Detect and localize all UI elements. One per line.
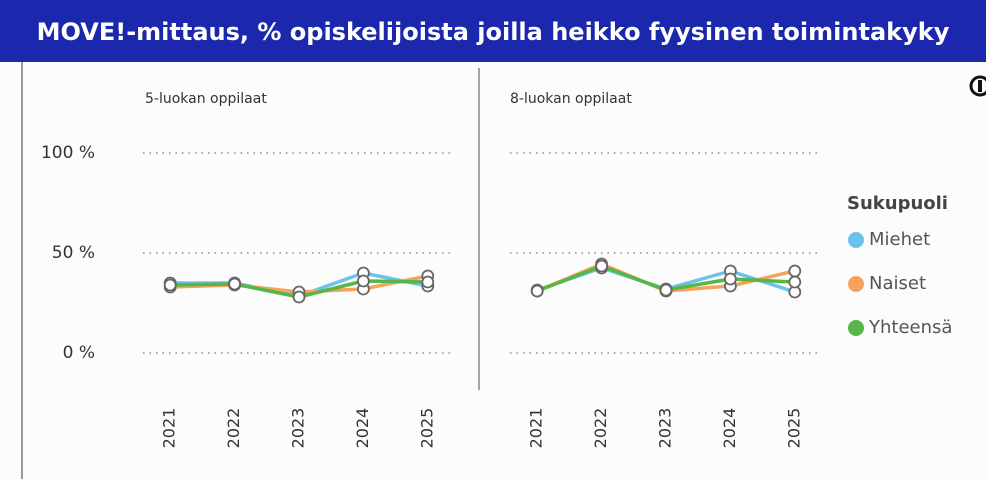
y-tick-label: 50 % [52,243,95,263]
x-tick-label: 2024 [353,408,372,449]
legend-label: Yhteensä [868,317,952,338]
data-point [530,284,544,298]
focus-icon[interactable] [969,75,986,97]
data-point [788,275,802,289]
x-tick-label: 2023 [656,408,675,449]
x-tick-label: 2025 [784,408,803,449]
header-bar [0,0,986,62]
data-point [292,290,306,304]
x-tick-label: 2023 [289,408,308,449]
data-point [788,264,802,278]
x-tick-label: 2025 [417,408,436,449]
legend-label: Miehet [869,229,930,250]
legend-label: Naiset [869,273,926,294]
legend-swatch [848,276,864,292]
focus-icon-bar [978,80,982,92]
x-tick-label: 2024 [720,408,739,449]
header-title: MOVE!-mittaus, % opiskelijoista joilla h… [37,18,950,46]
panel-subtitle: 5-luokan oppilaat [145,91,267,107]
data-point [163,278,177,292]
legend-title: Sukupuoli [847,193,948,214]
x-tick-label: 2022 [591,408,610,449]
x-tick-label: 2022 [224,408,243,449]
data-point [421,275,435,289]
data-point [228,277,242,291]
data-point [659,283,673,297]
data-point [724,272,737,286]
x-tick-label: 2021 [527,408,546,449]
data-point [595,259,608,273]
legend-swatch [848,232,864,248]
x-tick-label: 2021 [160,408,179,449]
y-tick-label: 100 % [41,143,95,163]
legend-swatch [848,320,864,336]
data-point [356,274,370,288]
panel-subtitle: 8-luokan oppilaat [510,91,632,107]
y-tick-label: 0 % [63,343,95,363]
